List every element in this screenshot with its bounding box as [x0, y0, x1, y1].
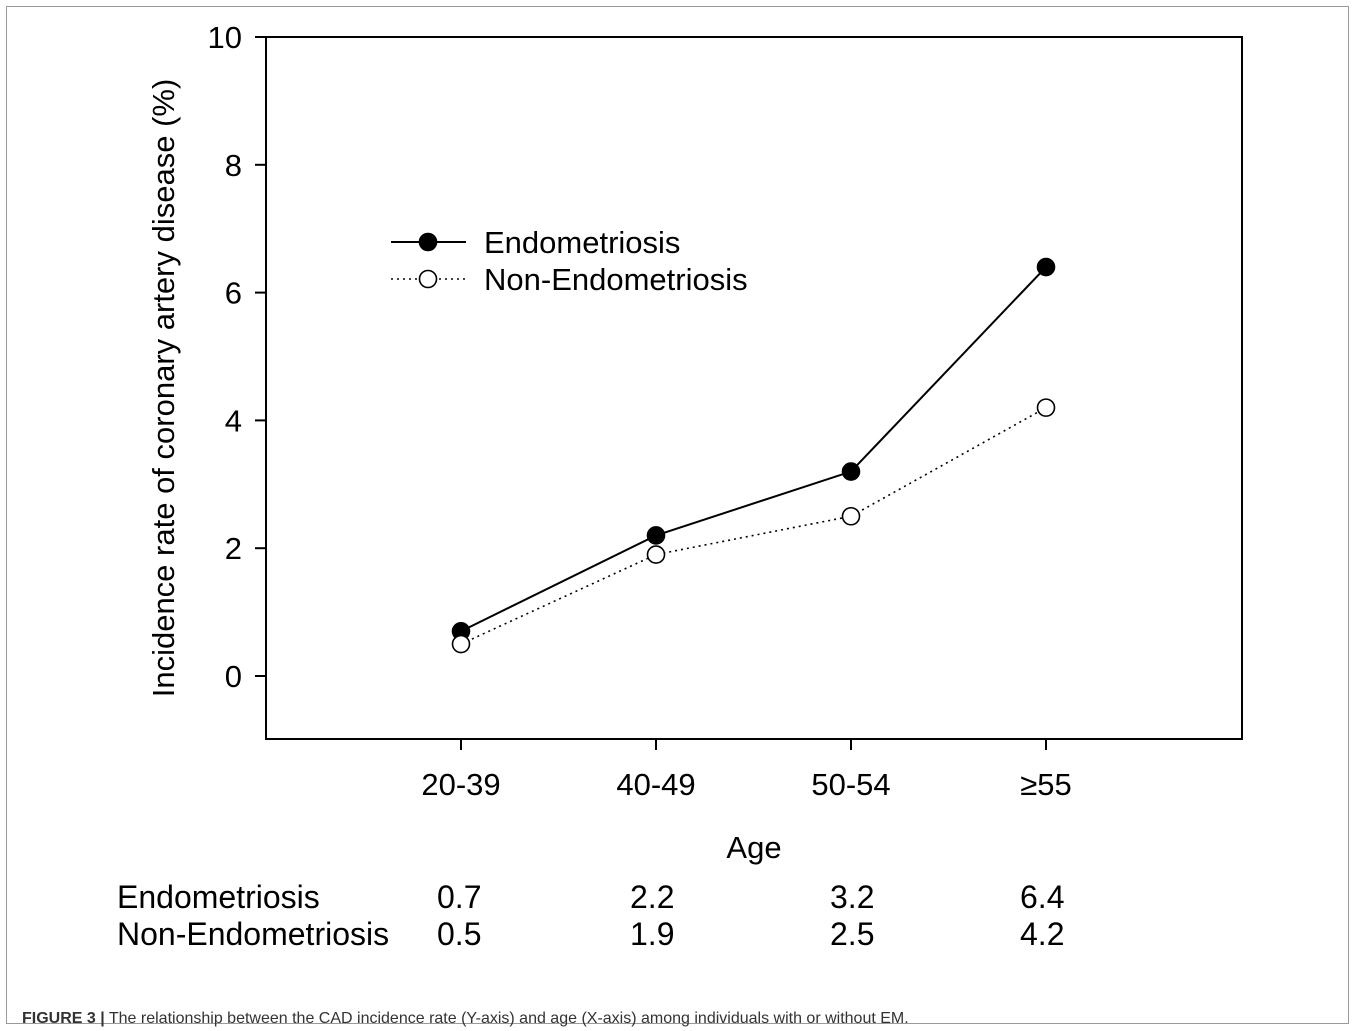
series-line-1: [460, 406, 1047, 645]
table-cell: 4.2: [1020, 916, 1065, 952]
x-tick-label: 20-39: [421, 767, 500, 802]
figure-caption: FIGURE 3 | The relationship between the …: [22, 1010, 909, 1028]
series-layer: [451, 257, 1056, 654]
y-tick-label: 0: [225, 659, 242, 694]
table-cell: 0.5: [437, 916, 482, 952]
legend-marker: [418, 269, 438, 289]
series-line-0: [460, 266, 1047, 633]
y-tick-label: 2: [225, 531, 242, 566]
table-cell: 2.2: [630, 879, 675, 915]
data-point: [451, 634, 471, 654]
y-axis: 0 2 4 6 8 10: [208, 20, 266, 694]
data-point: [646, 545, 666, 564]
data-point: [1036, 257, 1056, 277]
table-cell: 2.5: [830, 916, 875, 952]
table-cell: 1.9: [630, 916, 675, 952]
x-tick-label: 50-54: [811, 767, 890, 802]
data-point: [1036, 398, 1056, 417]
data-point: [841, 506, 861, 526]
figure-frame: [6, 6, 1349, 1024]
table-row-label: Non-Endometriosis: [117, 916, 390, 952]
x-tick-label: ≥55: [1020, 767, 1072, 802]
table-cell: 3.2: [830, 879, 875, 915]
data-point: [841, 462, 861, 481]
plot-area: [265, 36, 1243, 740]
y-tick-label: 8: [225, 148, 242, 183]
y-tick-label: 10: [208, 20, 242, 55]
x-tick-label: 40-49: [616, 767, 695, 802]
table-row-label: Endometriosis: [117, 879, 320, 915]
data-point: [646, 526, 666, 545]
y-tick-label: 4: [225, 403, 242, 438]
y-axis-label: Incidence rate of coronary artery diseas…: [146, 79, 181, 698]
table-cell: 6.4: [1020, 879, 1065, 915]
caption-text: The relationship between the CAD inciden…: [104, 1010, 909, 1027]
x-axis-label: Age: [726, 830, 781, 865]
legend-label: Endometriosis: [484, 225, 680, 260]
legend-label: Non-Endometriosis: [484, 262, 748, 297]
table-row: Non-Endometriosis 0.5 1.9 2.5 4.2: [0, 916, 1357, 956]
legend-marker: [418, 232, 438, 252]
y-tick-label: 6: [225, 276, 242, 311]
table-row: Endometriosis 0.7 2.2 3.2 6.4: [0, 879, 1357, 919]
caption-label: FIGURE 3 |: [22, 1010, 105, 1027]
table-cell: 0.7: [437, 879, 482, 915]
x-axis: 20-39 40-49 50-54 ≥55: [421, 739, 1072, 802]
